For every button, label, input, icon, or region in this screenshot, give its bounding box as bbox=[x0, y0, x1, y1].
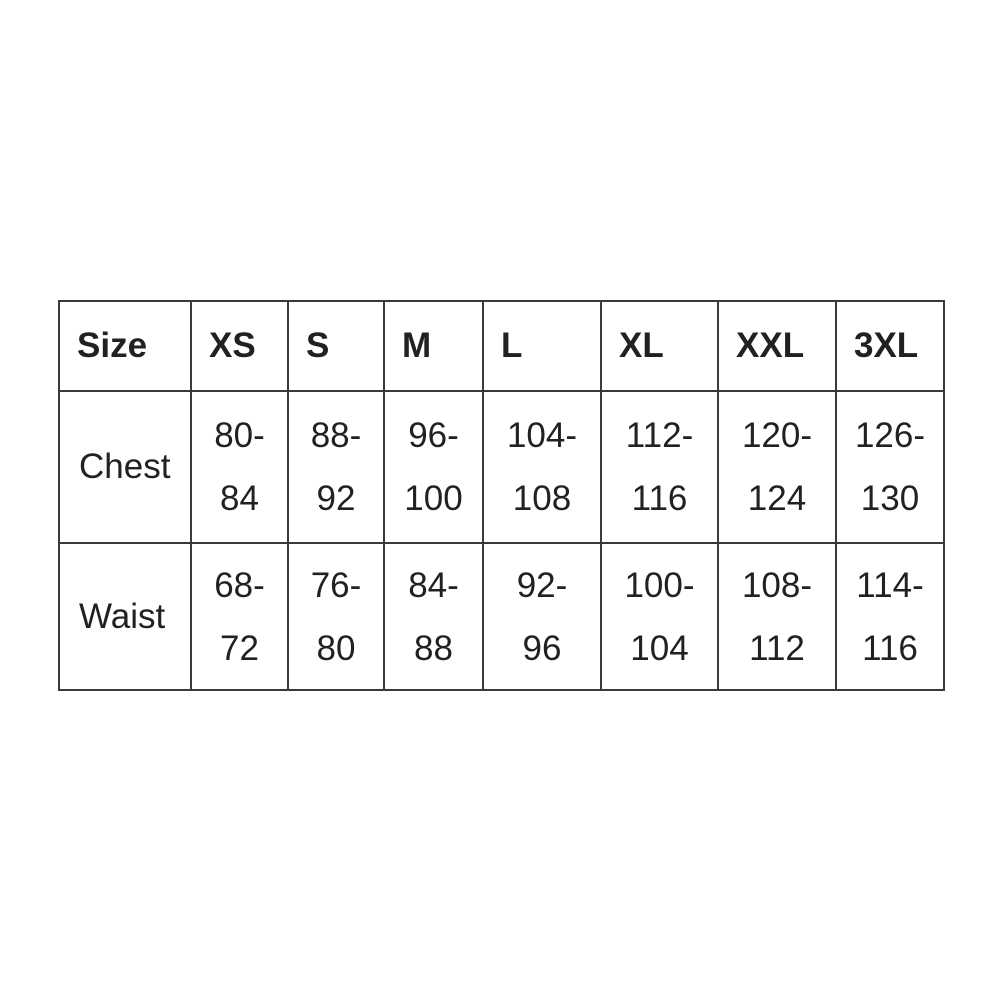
cell-chest-xxl: 120- 124 bbox=[717, 390, 837, 544]
cell-chest-s: 88- 92 bbox=[287, 390, 385, 544]
column-header-m: M bbox=[383, 300, 484, 392]
column-header-3xl: 3XL bbox=[835, 300, 945, 392]
cell-waist-m: 84- 88 bbox=[383, 542, 484, 691]
header-row: Size XS S M L XL XXL 3XL bbox=[58, 300, 945, 392]
column-header-l: L bbox=[482, 300, 602, 392]
cell-chest-m: 96- 100 bbox=[383, 390, 484, 544]
row-label-waist: Waist bbox=[58, 542, 192, 691]
cell-chest-l: 104- 108 bbox=[482, 390, 602, 544]
cell-waist-xxl: 108- 112 bbox=[717, 542, 837, 691]
table-row-waist: Waist 68- 72 76- 80 84- 88 92- 96 100- 1… bbox=[58, 542, 945, 691]
table-row-chest: Chest 80- 84 88- 92 96- 100 104- 108 112… bbox=[58, 390, 945, 544]
cell-chest-xs: 80- 84 bbox=[190, 390, 289, 544]
cell-waist-3xl: 114- 116 bbox=[835, 542, 945, 691]
cell-waist-l: 92- 96 bbox=[482, 542, 602, 691]
column-header-xxl: XXL bbox=[717, 300, 837, 392]
column-header-xs: XS bbox=[190, 300, 289, 392]
column-header-s: S bbox=[287, 300, 385, 392]
size-chart-table: Size XS S M L XL XXL 3XL Chest 80- 84 88… bbox=[58, 300, 945, 691]
cell-waist-s: 76- 80 bbox=[287, 542, 385, 691]
cell-waist-xl: 100- 104 bbox=[600, 542, 719, 691]
cell-chest-3xl: 126- 130 bbox=[835, 390, 945, 544]
cell-chest-xl: 112- 116 bbox=[600, 390, 719, 544]
cell-waist-xs: 68- 72 bbox=[190, 542, 289, 691]
column-header-xl: XL bbox=[600, 300, 719, 392]
row-label-chest: Chest bbox=[58, 390, 192, 544]
column-header-size: Size bbox=[58, 300, 192, 392]
